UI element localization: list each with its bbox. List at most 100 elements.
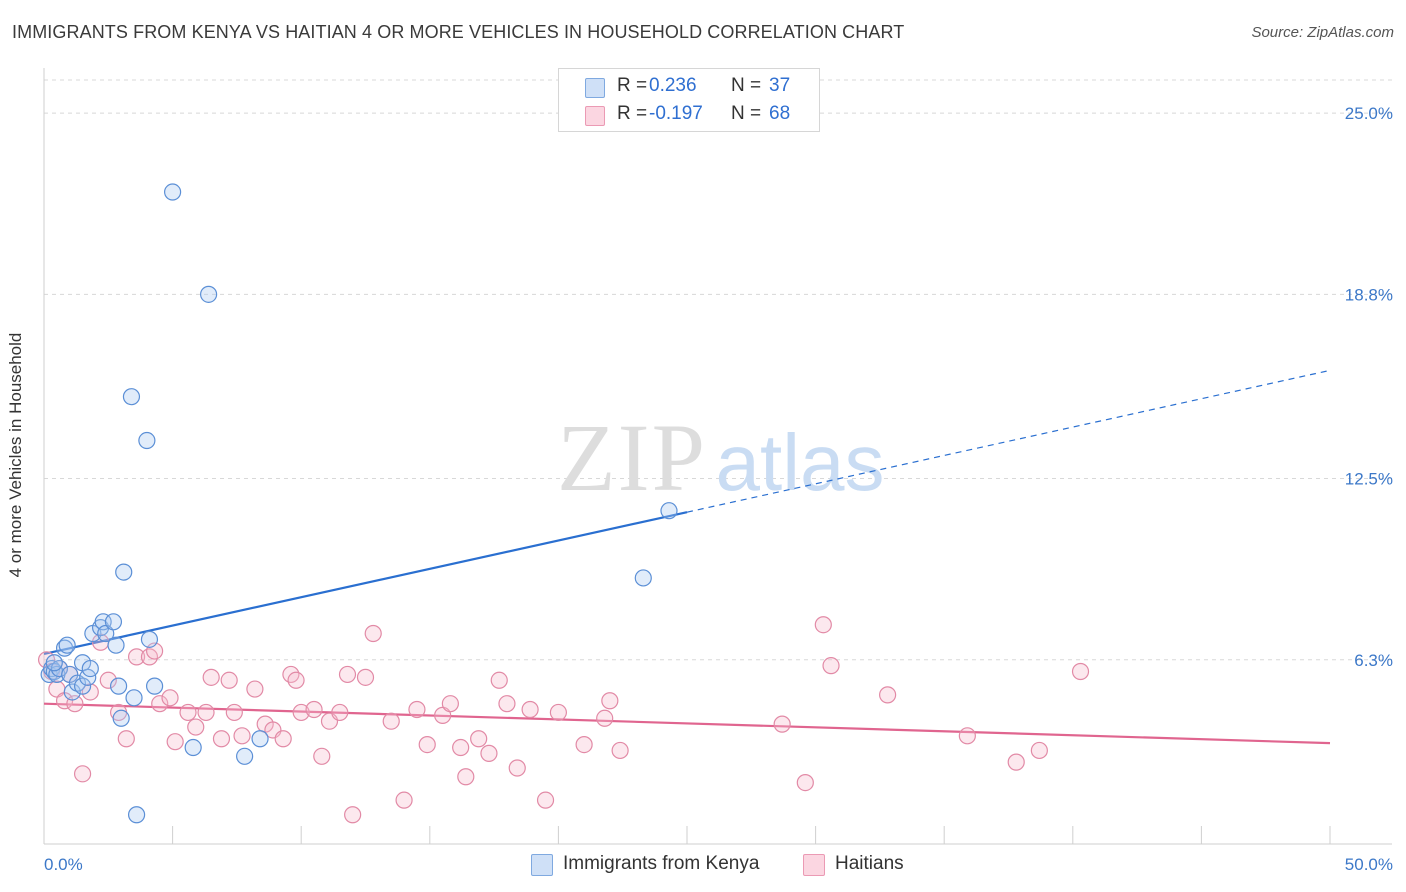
- point-haitians: [480, 744, 498, 762]
- point-kenya: [127, 806, 146, 824]
- point-kenya: [236, 747, 254, 765]
- point-kenya: [112, 709, 130, 727]
- point-haitians: [457, 768, 475, 786]
- point-kenya: [55, 639, 74, 657]
- x-tick-label: 50.0%: [1345, 855, 1393, 874]
- point-kenya: [145, 677, 164, 695]
- point-haitians: [127, 648, 146, 666]
- trendline-haitians: [43, 702, 1331, 745]
- correlation-legend: R = 0.236 N = 37 R = -0.197 N = 68: [558, 68, 820, 132]
- y-axis-label: 4 or more Vehicles in Household: [6, 332, 25, 578]
- legend-r-label: R =: [617, 75, 648, 96]
- legend-r-value: 0.236: [649, 75, 697, 96]
- point-kenya: [164, 183, 182, 201]
- point-haitians: [117, 730, 135, 748]
- point-haitians: [287, 671, 305, 689]
- point-haitians: [611, 741, 629, 760]
- point-haitians: [356, 668, 375, 686]
- legend-swatch-kenya: [585, 78, 605, 98]
- trend-layer: [43, 369, 1331, 745]
- point-haitians: [225, 703, 243, 722]
- point-haitians: [498, 695, 516, 713]
- point-haitians: [197, 703, 215, 722]
- legend-label-kenya: Immigrants from Kenya: [563, 853, 760, 874]
- point-haitians: [536, 791, 555, 809]
- watermark-zip: ZIP: [557, 404, 707, 511]
- source-label: Source: ZipAtlas.com: [1251, 24, 1394, 41]
- point-haitians: [408, 700, 426, 719]
- point-haitians: [814, 616, 832, 634]
- point-kenya: [634, 569, 652, 587]
- y-tick-label: 6.3%: [1354, 651, 1393, 670]
- point-haitians: [212, 730, 231, 748]
- legend-swatch-haitians: [803, 854, 825, 876]
- point-haitians: [220, 671, 238, 689]
- y-tick-label: 12.5%: [1345, 470, 1393, 489]
- series-legend: Immigrants from Kenya Haitians: [0, 852, 1406, 878]
- legend-r-label: R =: [617, 103, 648, 124]
- point-kenya: [81, 659, 99, 678]
- point-haitians: [601, 692, 619, 710]
- point-haitians: [1007, 753, 1025, 771]
- legend-swatch-haitians: [585, 106, 605, 126]
- point-haitians: [292, 703, 310, 722]
- legend-n-value: 37: [769, 75, 791, 96]
- point-kenya: [63, 683, 81, 701]
- point-kenya: [107, 636, 125, 654]
- legend-n-value: 68: [769, 103, 791, 124]
- point-kenya: [138, 431, 156, 450]
- watermark: ZIP atlas: [557, 404, 884, 511]
- point-haitians: [521, 700, 539, 719]
- point-haitians: [470, 730, 488, 748]
- point-kenya: [58, 636, 76, 654]
- point-haitians: [1030, 741, 1048, 760]
- point-haitians: [879, 686, 897, 704]
- point-kenya: [115, 563, 133, 581]
- point-kenya: [251, 730, 269, 748]
- axis-layer: [43, 68, 1392, 845]
- legend-swatch-kenya: [531, 854, 553, 876]
- point-haitians: [1071, 662, 1090, 681]
- point-haitians: [452, 738, 470, 757]
- point-haitians: [202, 668, 220, 686]
- chart-title: IMMIGRANTS FROM KENYA VS HAITIAN 4 OR MO…: [12, 22, 905, 42]
- point-haitians: [233, 727, 251, 745]
- point-kenya: [200, 285, 218, 303]
- legend-n-label: N =: [731, 103, 762, 124]
- point-haitians: [187, 718, 205, 736]
- point-haitians: [246, 680, 264, 698]
- point-haitians: [382, 712, 400, 730]
- legend-n-label: N =: [731, 75, 762, 96]
- point-kenya: [140, 630, 159, 648]
- legend-r-value: -0.197: [649, 103, 703, 124]
- point-haitians: [305, 700, 323, 719]
- point-haitians: [822, 657, 840, 675]
- point-haitians: [508, 759, 526, 777]
- point-kenya: [73, 677, 92, 695]
- point-haitians: [73, 765, 92, 783]
- point-haitians: [313, 747, 331, 765]
- point-haitians: [596, 709, 614, 727]
- point-haitians: [274, 730, 292, 748]
- points-layer: [37, 183, 1090, 824]
- point-haitians: [549, 703, 568, 722]
- trendline-kenya: [43, 511, 688, 656]
- y-tick-label: 25.0%: [1345, 104, 1393, 123]
- point-haitians: [344, 806, 362, 824]
- watermark-atlas: atlas: [716, 418, 885, 507]
- x-tick-label: 0.0%: [44, 855, 83, 874]
- grid-layer: [44, 79, 1392, 661]
- point-haitians: [99, 671, 117, 689]
- point-haitians: [773, 715, 791, 733]
- point-kenya: [122, 388, 141, 406]
- point-haitians: [179, 703, 197, 722]
- point-haitians: [395, 791, 413, 809]
- point-haitians: [796, 774, 814, 792]
- point-kenya: [109, 677, 128, 695]
- point-haitians: [161, 689, 179, 707]
- point-kenya: [125, 689, 143, 707]
- tick-labels: 6.3% 12.5% 18.8% 25.0% 0.0% 50.0%: [44, 104, 1393, 874]
- point-haitians: [364, 624, 382, 643]
- point-kenya: [660, 502, 678, 520]
